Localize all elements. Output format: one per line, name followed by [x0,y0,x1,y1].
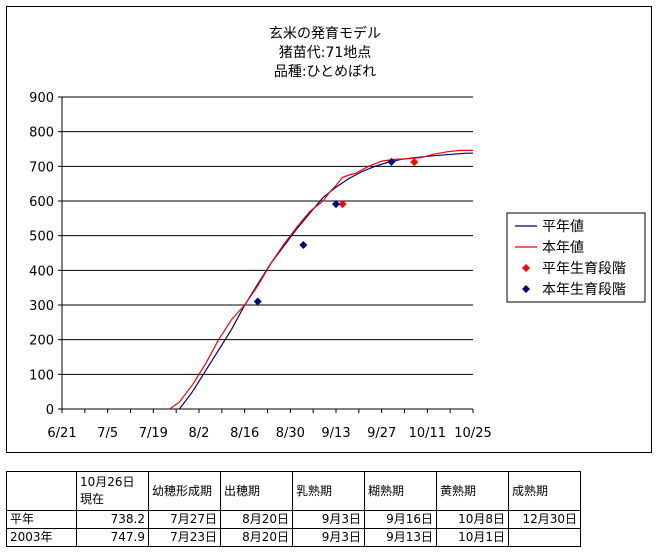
series-line [169,149,473,410]
x-tick-label: 10/25 [454,426,491,441]
y-tick-label: 800 [29,126,54,141]
legend-label: 平年値 [542,219,584,235]
y-tick-label: 700 [29,160,54,175]
series-line [178,152,473,410]
legend-box [506,212,646,303]
table-header-cell: 出穂期 [220,471,293,511]
table-cell: 7月27日 [148,510,221,529]
series-marker [338,200,347,209]
table-cell: 9月16日 [364,510,437,529]
table-cell: 747.9 [76,528,149,547]
table-header-cell: 成熟期 [508,471,581,511]
x-tick-label: 7/19 [139,426,168,441]
x-tick-label: 8/30 [276,426,305,441]
table-cell: 2003年 [6,528,77,547]
table-header-cell: 幼穂形成期 [148,471,221,511]
table-cell: 7月23日 [148,528,221,547]
x-tick-label: 9/13 [321,426,350,441]
series [169,149,473,410]
legend-marker-swatch [522,285,530,293]
table-row: 平年 738.2 7月27日 8月20日 9月3日 9月16日 10月8日 12月30日 [6,510,581,529]
table-cell: 8月20日 [220,528,293,547]
table-cell: 9月3日 [292,528,365,547]
y-tick-label: 400 [29,264,54,279]
table-cell: 10月8日 [436,510,509,529]
data-table: 10月26日現在 幼穂形成期 出穂期 乳熟期 糊熟期 黄熟期 成熟期 平年 738.2 7月27日… [6,471,581,547]
table-header-cell: 乳熟期 [292,471,365,511]
chart-title-line: 玄米の発育モデル [269,25,381,42]
series-marker [387,157,396,166]
x-tick-label: 8/2 [189,426,210,441]
x-tick-label: 10/11 [409,426,446,441]
y-tick-label: 300 [29,299,54,314]
table-row: 2003年 747.9 7月23日 8月20日 9月3日 9月13日 10月1日 [6,528,581,547]
table-cell: 8月20日 [220,510,293,529]
table-cell: 9月13日 [364,528,437,547]
table-cell: 10月1日 [436,528,509,547]
legend-label: 本年値 [542,240,584,256]
series-marker [332,200,340,209]
series-marker [253,297,262,306]
table-cell [508,528,581,547]
chart-title-line: 品種:ひとめぼれ [274,64,376,80]
table-header-cell: 黄熟期 [436,471,509,511]
chart-frame: 玄米の発育モデル 猪苗代:71地点 品種:ひとめぼれ 0 100 200 300 400 50… [6,6,652,453]
series-marker [410,158,419,167]
table-header-cell: 10月26日現在 [76,471,149,511]
y-tick-label: 200 [29,334,54,349]
x-tick-label: 9/27 [367,426,396,441]
x-tick-label: 6/21 [47,426,76,441]
table-header-cell [6,471,77,511]
axes: 0 100 200 300 400 500 600 700 800 900 6/21 7/5 7/19 8… [29,91,492,441]
table-header-cell: 糊熟期 [364,471,437,511]
legend-label: 平年生育段階 [542,261,626,277]
table-header-row: 10月26日現在 幼穂形成期 出穂期 乳熟期 糊熟期 黄熟期 成熟期 [6,471,581,511]
legend-label: 本年生育段階 [542,282,626,298]
gridlines [62,96,473,375]
x-tick-label: 7/5 [97,426,118,441]
series-marker [299,241,308,250]
y-tick-label: 900 [29,91,54,106]
y-tick-label: 500 [29,230,54,245]
y-tick-label: 600 [29,195,54,210]
legend-marker-swatch [522,264,530,272]
table-cell: 9月3日 [292,510,365,529]
table-cell: 平年 [6,510,77,529]
y-tick-label: 0 [46,403,54,418]
table-cell: 12月30日 [508,510,581,529]
x-tick-label: 8/16 [230,426,259,441]
table-cell: 738.2 [76,510,149,529]
chart-title-line: 猪苗代:71地点 [279,45,372,61]
y-tick-label: 100 [29,368,54,383]
